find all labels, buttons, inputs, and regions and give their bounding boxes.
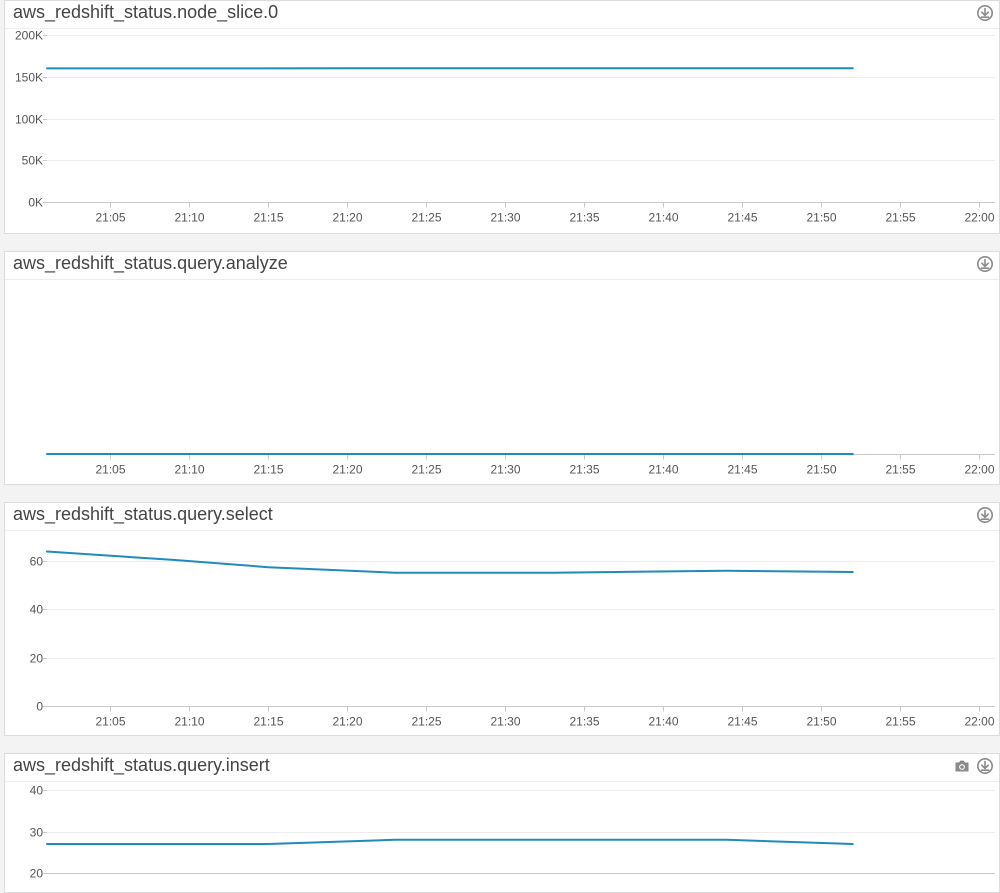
x-tick-label: 21:45 — [727, 715, 757, 729]
x-tick-label: 21:05 — [95, 211, 125, 225]
y-tick-label: 100K — [15, 113, 43, 127]
x-tick-label: 22:00 — [964, 211, 994, 225]
x-tick-label: 21:35 — [569, 715, 599, 729]
x-tick-label: 21:50 — [806, 463, 836, 477]
node-slice-chart: 0K 50K 100K 150K 200K 21:05 21:10 21:15 21:20 21:… — [5, 1, 1000, 234]
y-tick-label: 30 — [30, 826, 44, 840]
x-tick-label: 21:50 — [806, 715, 836, 729]
x-tick-label: 21:15 — [253, 715, 283, 729]
series-line — [47, 552, 853, 573]
x-tick-label: 21:10 — [174, 463, 204, 477]
x-tick-label: 21:45 — [727, 211, 757, 225]
x-tick-label: 21:55 — [885, 211, 915, 225]
x-tick-label: 21:40 — [648, 715, 678, 729]
query-insert-chart: 20 30 40 — [5, 754, 1000, 893]
y-tick-label: 40 — [30, 784, 44, 798]
x-tick-label: 21:40 — [648, 211, 678, 225]
x-tick-label: 21:20 — [332, 715, 362, 729]
y-tick-label: 60 — [30, 555, 44, 569]
y-tick-label: 0 — [36, 700, 43, 714]
x-tick-label: 21:35 — [569, 463, 599, 477]
x-tick-label: 21:25 — [411, 211, 441, 225]
y-tick-label: 40 — [30, 603, 44, 617]
y-tick-label: 50K — [22, 154, 43, 168]
x-tick-label: 21:30 — [490, 211, 520, 225]
x-tick-label: 21:55 — [885, 715, 915, 729]
y-tick-label: 20 — [30, 867, 44, 881]
x-tick-label: 21:20 — [332, 463, 362, 477]
x-tick-label: 21:15 — [253, 463, 283, 477]
x-tick-label: 21:25 — [411, 715, 441, 729]
x-tick-label: 21:25 — [411, 463, 441, 477]
x-tick-label: 21:05 — [95, 463, 125, 477]
query-analyze-chart: 21:05 21:10 21:15 21:20 21:25 21:30 21:35 21:40… — [5, 252, 1000, 485]
y-tick-label: 0K — [28, 196, 43, 210]
y-tick-label: 200K — [15, 29, 43, 43]
y-tick-label: 20 — [30, 652, 44, 666]
x-tick-label: 21:45 — [727, 463, 757, 477]
x-tick-label: 21:40 — [648, 463, 678, 477]
x-tick-label: 21:10 — [174, 211, 204, 225]
query-select-chart: 0 20 40 60 21:05 21:10 21:15 21:20 21:25 21:30 21:… — [5, 503, 1000, 736]
x-tick-label: 21:10 — [174, 715, 204, 729]
series-line — [47, 840, 853, 844]
x-tick-label: 21:30 — [490, 715, 520, 729]
x-tick-label: 21:05 — [95, 715, 125, 729]
x-tick-label: 21:55 — [885, 463, 915, 477]
x-tick-label: 21:20 — [332, 211, 362, 225]
x-tick-label: 21:15 — [253, 211, 283, 225]
x-tick-label: 21:30 — [490, 463, 520, 477]
y-tick-label: 150K — [15, 71, 43, 85]
x-tick-label: 22:00 — [964, 715, 994, 729]
x-tick-label: 22:00 — [964, 463, 994, 477]
x-tick-label: 21:35 — [569, 211, 599, 225]
x-tick-label: 21:50 — [806, 211, 836, 225]
